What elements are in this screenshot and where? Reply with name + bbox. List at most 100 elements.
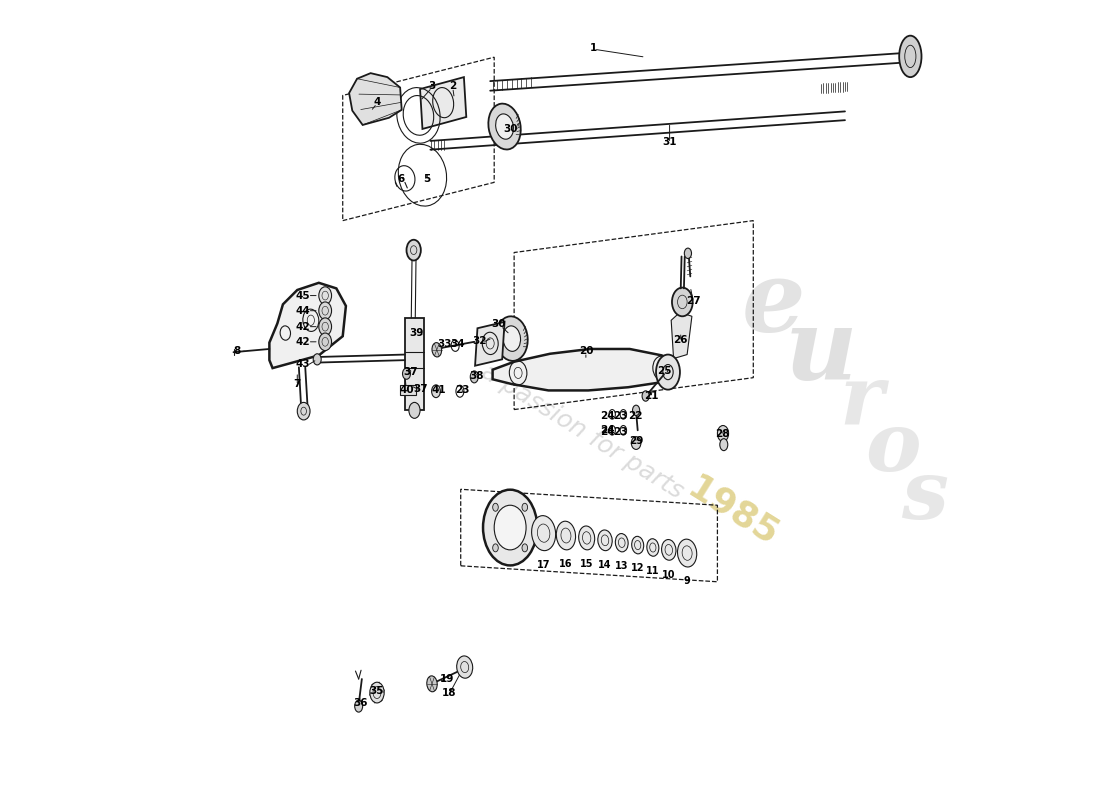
Polygon shape xyxy=(349,73,402,125)
Text: 11: 11 xyxy=(646,566,660,576)
Ellipse shape xyxy=(297,402,310,420)
Text: 13: 13 xyxy=(615,562,628,571)
Text: u: u xyxy=(784,304,857,401)
Text: 28: 28 xyxy=(715,430,729,439)
Ellipse shape xyxy=(503,326,520,351)
Ellipse shape xyxy=(488,104,520,150)
Text: 30: 30 xyxy=(504,124,518,134)
Ellipse shape xyxy=(656,354,680,390)
Ellipse shape xyxy=(496,114,514,139)
Ellipse shape xyxy=(319,333,331,350)
Ellipse shape xyxy=(483,490,537,566)
Ellipse shape xyxy=(597,530,613,550)
Text: s: s xyxy=(901,456,948,536)
Polygon shape xyxy=(420,77,466,129)
Ellipse shape xyxy=(403,368,410,379)
Polygon shape xyxy=(493,349,676,390)
Text: 44: 44 xyxy=(296,306,310,316)
Text: 33: 33 xyxy=(438,339,452,349)
Text: 42: 42 xyxy=(296,337,310,347)
Ellipse shape xyxy=(631,437,641,450)
Text: 6: 6 xyxy=(397,174,405,184)
Text: 36: 36 xyxy=(353,698,367,708)
Ellipse shape xyxy=(631,536,644,554)
Ellipse shape xyxy=(493,544,498,552)
Text: 4: 4 xyxy=(373,97,381,107)
Ellipse shape xyxy=(456,656,473,678)
Ellipse shape xyxy=(354,700,363,712)
Ellipse shape xyxy=(642,391,649,401)
Ellipse shape xyxy=(647,538,659,556)
Ellipse shape xyxy=(899,36,922,77)
Text: 32: 32 xyxy=(473,336,487,346)
Ellipse shape xyxy=(427,676,437,692)
Text: 23: 23 xyxy=(455,386,470,395)
Ellipse shape xyxy=(632,405,640,415)
Ellipse shape xyxy=(678,539,696,567)
Ellipse shape xyxy=(579,526,595,550)
Text: 25: 25 xyxy=(658,366,672,375)
Text: 1: 1 xyxy=(591,42,597,53)
Text: 15: 15 xyxy=(580,559,593,570)
Text: 3: 3 xyxy=(428,81,436,91)
Text: 30: 30 xyxy=(491,319,505,330)
Ellipse shape xyxy=(409,402,420,418)
Text: 12: 12 xyxy=(631,563,645,574)
Text: 8: 8 xyxy=(234,346,241,355)
Text: 45: 45 xyxy=(296,290,310,301)
Ellipse shape xyxy=(407,240,421,261)
Text: 29: 29 xyxy=(629,437,644,446)
Ellipse shape xyxy=(319,286,331,304)
Text: 26: 26 xyxy=(673,335,688,346)
Text: 20: 20 xyxy=(579,346,593,355)
Text: 40: 40 xyxy=(399,386,414,395)
Polygon shape xyxy=(671,312,692,358)
Text: 37: 37 xyxy=(404,367,418,377)
Text: o: o xyxy=(865,408,921,488)
Text: 9: 9 xyxy=(684,576,691,586)
Ellipse shape xyxy=(494,506,526,550)
Text: 2: 2 xyxy=(449,81,456,91)
Text: r: r xyxy=(839,360,883,440)
Text: 1985: 1985 xyxy=(682,470,785,553)
Ellipse shape xyxy=(370,682,384,703)
Ellipse shape xyxy=(432,342,441,357)
Ellipse shape xyxy=(493,503,498,511)
Text: 34: 34 xyxy=(450,339,465,349)
Text: 43: 43 xyxy=(296,359,310,369)
Ellipse shape xyxy=(314,354,321,365)
Text: 17: 17 xyxy=(537,560,550,570)
Text: 19: 19 xyxy=(440,674,454,684)
Ellipse shape xyxy=(719,438,728,450)
Ellipse shape xyxy=(615,534,628,552)
Text: 23: 23 xyxy=(613,427,627,437)
Ellipse shape xyxy=(522,503,528,511)
Text: 37: 37 xyxy=(414,384,428,394)
Text: 7: 7 xyxy=(294,379,301,389)
Text: a passion for parts: a passion for parts xyxy=(476,360,688,504)
Ellipse shape xyxy=(672,287,693,316)
Text: 31: 31 xyxy=(662,137,676,146)
Text: 35: 35 xyxy=(368,686,384,696)
Ellipse shape xyxy=(471,371,478,383)
Ellipse shape xyxy=(684,248,692,258)
Polygon shape xyxy=(270,283,345,368)
Text: 22: 22 xyxy=(628,411,642,421)
Text: 24: 24 xyxy=(601,411,615,421)
Ellipse shape xyxy=(522,544,528,552)
Text: 24: 24 xyxy=(601,426,615,435)
Text: 27: 27 xyxy=(686,296,701,306)
Polygon shape xyxy=(475,322,505,366)
Text: 41: 41 xyxy=(431,386,446,395)
Bar xyxy=(400,385,416,395)
Text: 5: 5 xyxy=(424,174,431,184)
Text: 23: 23 xyxy=(613,411,627,421)
Ellipse shape xyxy=(661,539,676,560)
Ellipse shape xyxy=(319,318,331,335)
Ellipse shape xyxy=(531,516,556,550)
Text: 14: 14 xyxy=(598,560,612,570)
Text: 39: 39 xyxy=(409,328,424,338)
Text: 21: 21 xyxy=(644,391,659,401)
Text: 24: 24 xyxy=(601,427,615,437)
Bar xyxy=(405,318,424,410)
